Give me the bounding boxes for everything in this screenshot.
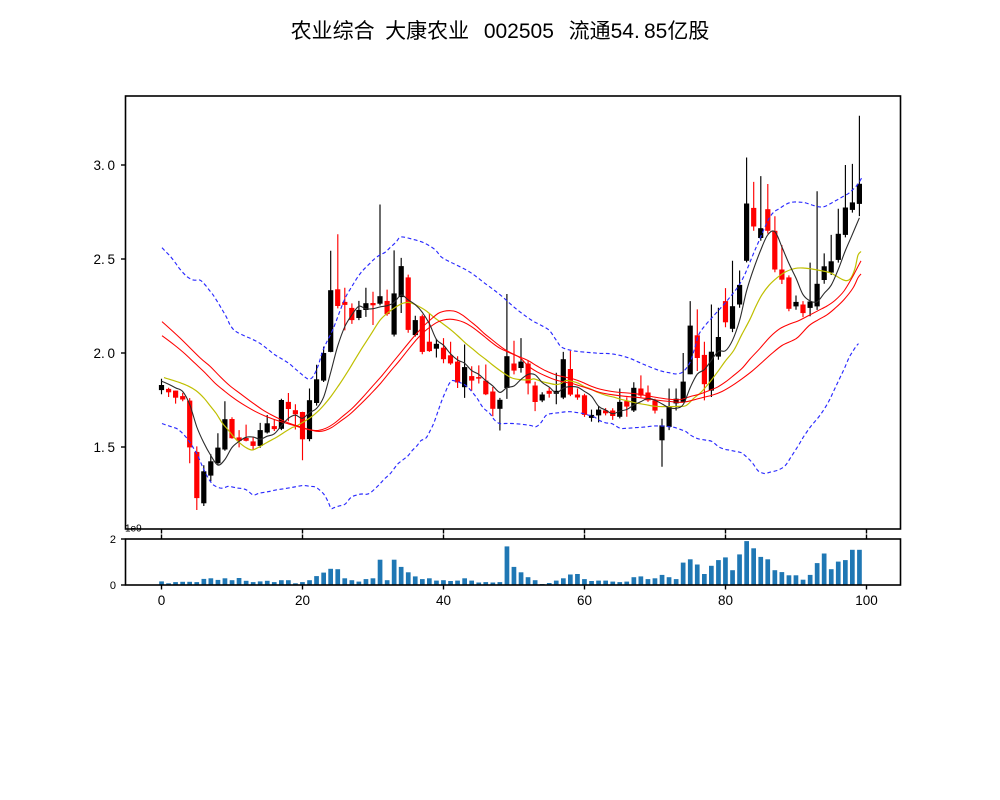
svg-text:40: 40 <box>436 593 451 608</box>
svg-text:2: 2 <box>110 534 116 546</box>
svg-text:2. 5: 2. 5 <box>94 252 115 267</box>
svg-text:20: 20 <box>295 593 310 608</box>
svg-text:0: 0 <box>158 593 166 608</box>
svg-text:0: 0 <box>110 580 116 592</box>
svg-text:2. 0: 2. 0 <box>94 346 115 361</box>
svg-text:60: 60 <box>577 593 592 608</box>
svg-text:1e9: 1e9 <box>125 524 142 535</box>
svg-text:80: 80 <box>718 593 733 608</box>
svg-text:1. 5: 1. 5 <box>94 440 115 455</box>
svg-text:100: 100 <box>855 593 878 608</box>
svg-text:3. 0: 3. 0 <box>94 158 115 173</box>
svg-text:农业综合 大康农业 002505 流通54. 85亿股: 农业综合 大康农业 002505 流通54. 85亿股 <box>291 20 710 43</box>
